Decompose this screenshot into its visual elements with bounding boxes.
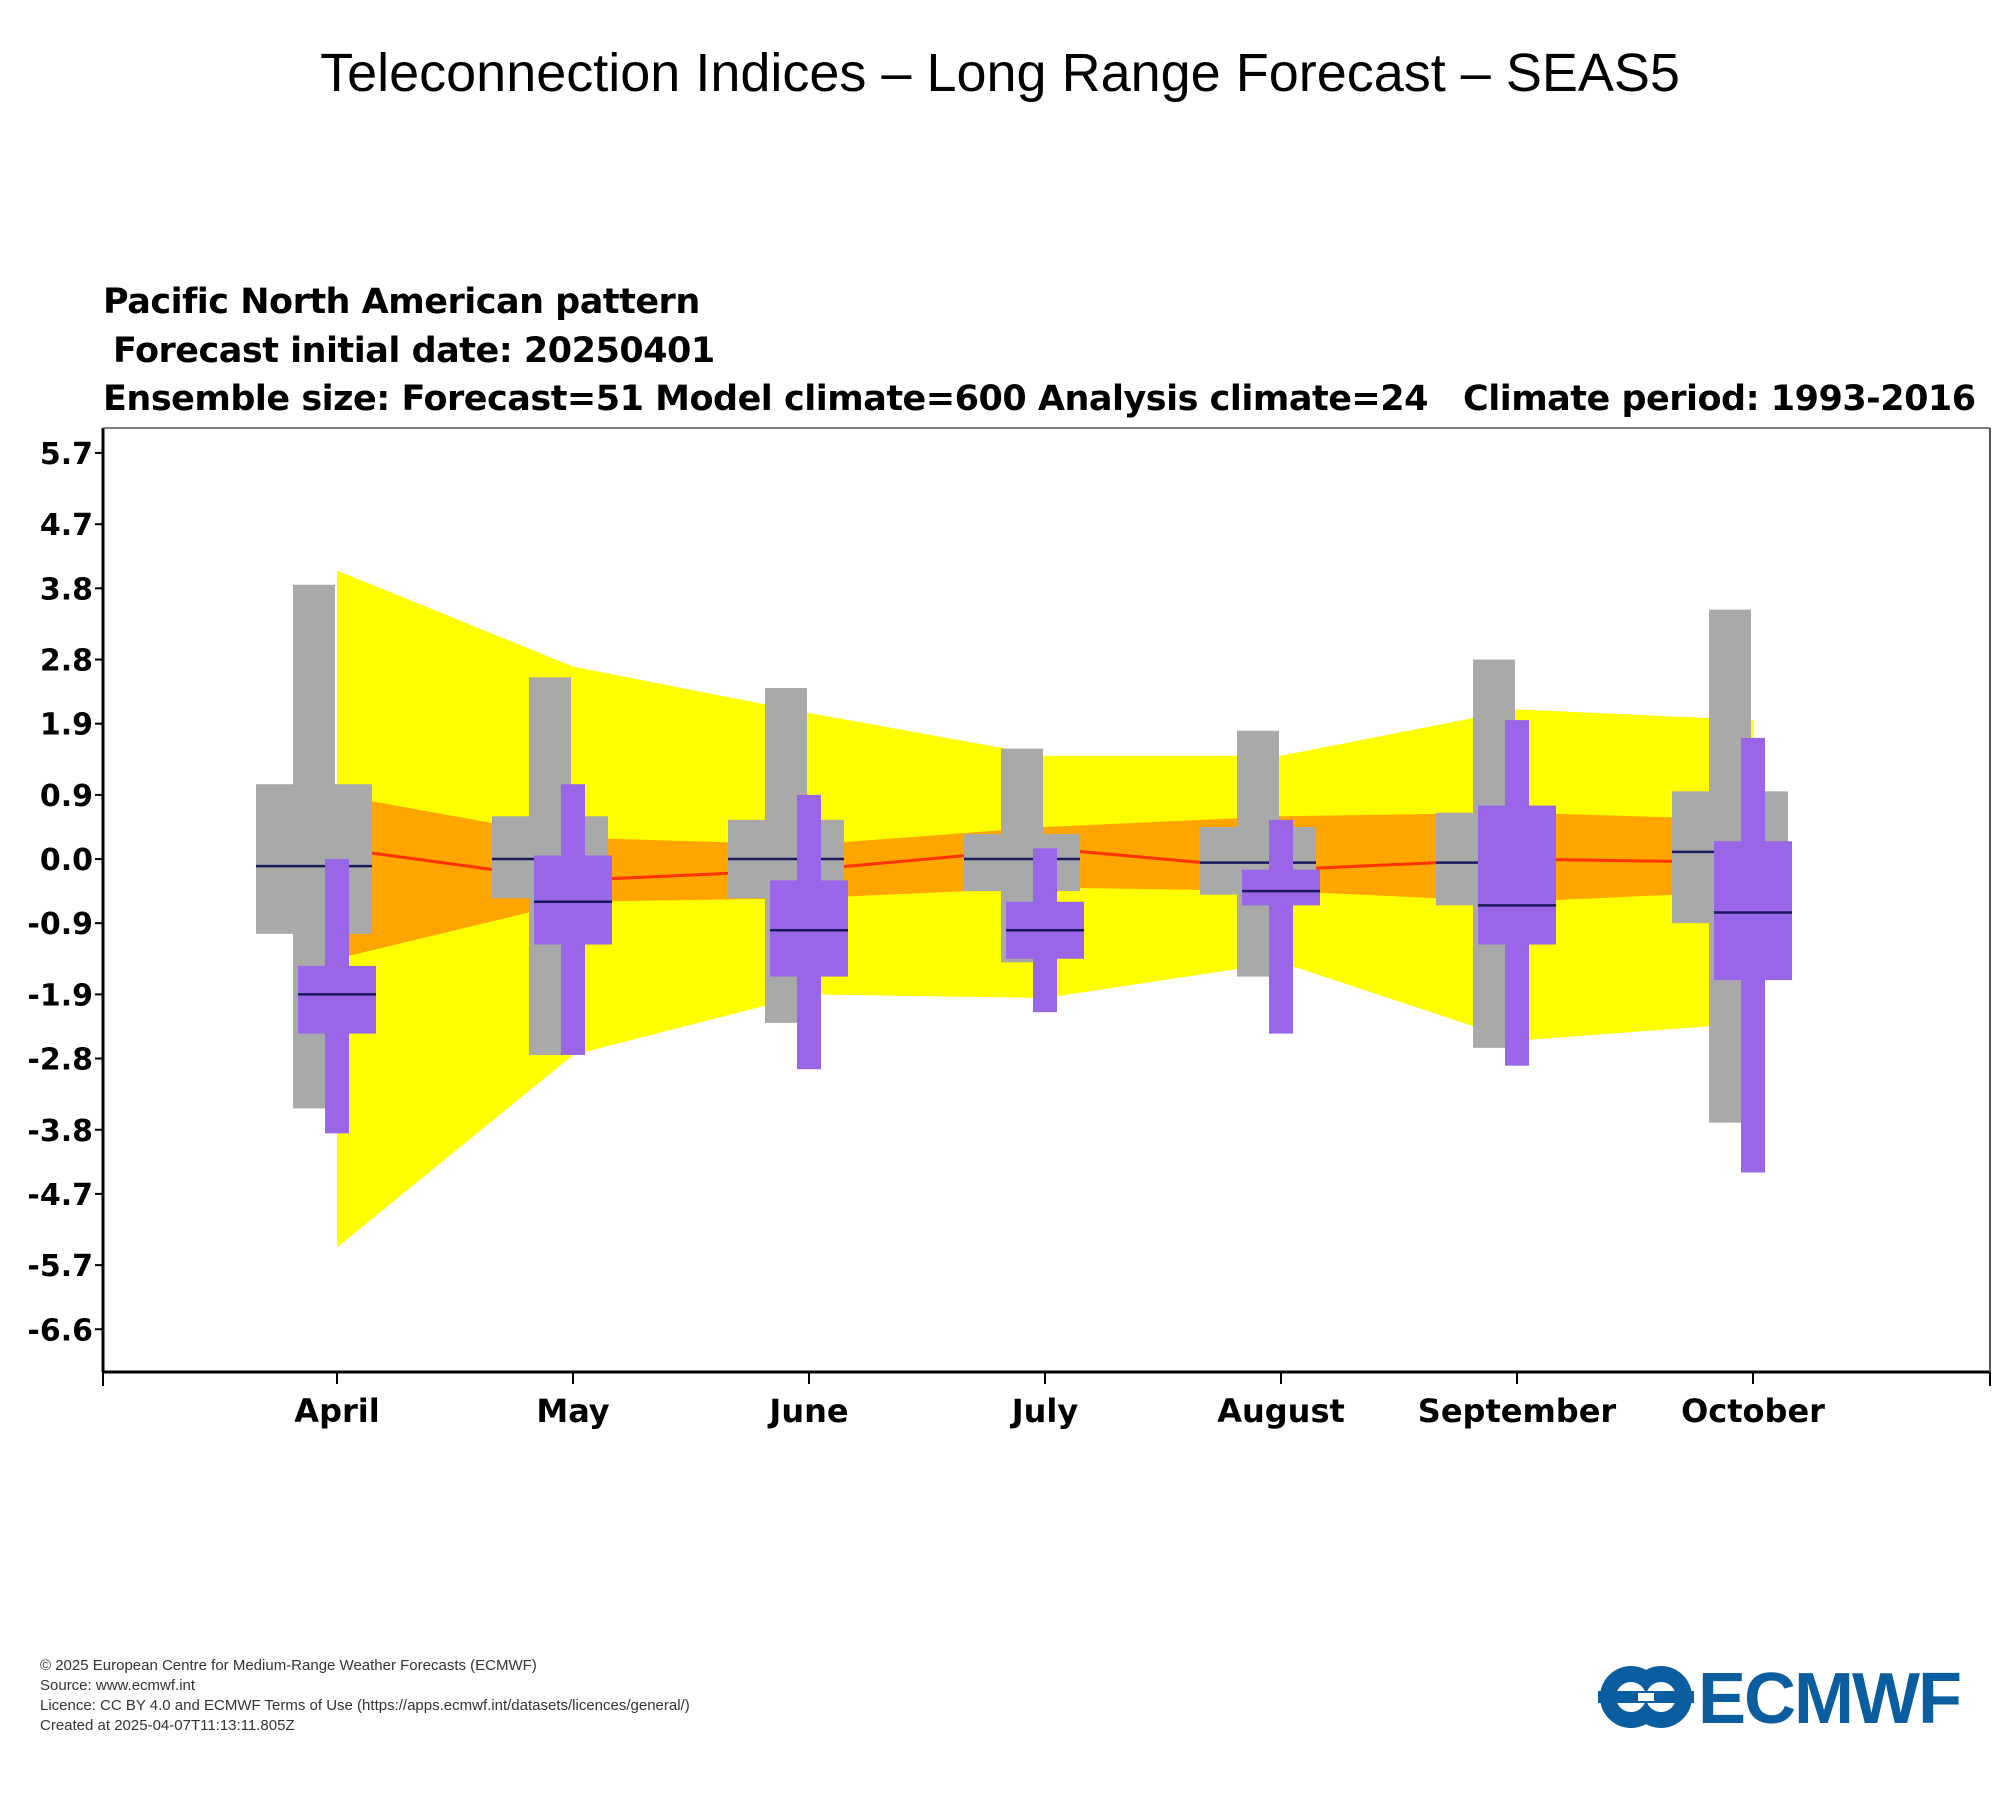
ensemble-info: Ensemble size: Forecast=51 Model climate… bbox=[103, 379, 1976, 419]
y-tick-label: -3.8 bbox=[27, 1114, 93, 1149]
page-title: Teleconnection Indices – Long Range Fore… bbox=[320, 43, 1680, 103]
chart-title: Pacific North American pattern bbox=[103, 282, 700, 322]
model-climate-box bbox=[964, 834, 1080, 892]
forecast-whisker bbox=[1269, 819, 1293, 1034]
y-tick-label: -4.7 bbox=[27, 1178, 93, 1213]
y-tick-label: -5.7 bbox=[27, 1249, 93, 1284]
created-text: Created at 2025-04-07T11:13:11.805Z bbox=[40, 1717, 295, 1734]
y-tick-label: 4.7 bbox=[40, 508, 93, 543]
forecast-box bbox=[1478, 805, 1556, 945]
teleconnection-chart: 5.7 4.7 3.8 2.8 1.9 0.9 0.0 -0.9 -1.9 -2.8 -3.8 -4.… bbox=[27, 427, 1991, 1430]
licence-text: Licence: CC BY 4.0 and ECMWF Terms of Us… bbox=[40, 1697, 690, 1714]
y-tick-label: 5.7 bbox=[40, 437, 93, 472]
x-tick-label: September bbox=[1418, 1392, 1617, 1430]
ecmwf-logo-icon bbox=[1598, 1666, 1694, 1728]
y-tick-label: 2.8 bbox=[40, 644, 93, 679]
forecast-box bbox=[1714, 841, 1792, 981]
y-tick-label: 1.9 bbox=[40, 708, 93, 743]
forecast-box bbox=[770, 880, 848, 977]
x-tick-label: April bbox=[294, 1392, 379, 1430]
ecmwf-logo: ECMWF bbox=[1598, 1659, 1972, 1739]
x-tick-label: August bbox=[1217, 1392, 1345, 1430]
model-climate-box bbox=[256, 784, 372, 934]
y-tick-label: -1.9 bbox=[27, 978, 93, 1013]
forecast-initial-date: Forecast initial date: 20250401 bbox=[113, 331, 715, 371]
copyright-text: © 2025 European Centre for Medium-Range … bbox=[40, 1657, 537, 1674]
forecast-box bbox=[534, 855, 612, 945]
y-tick-label: 3.8 bbox=[40, 572, 93, 607]
y-tick-label: -2.8 bbox=[27, 1043, 93, 1078]
x-tick-label: May bbox=[536, 1392, 609, 1430]
source-text: Source: www.ecmwf.int bbox=[40, 1677, 196, 1694]
y-tick-label: 0.9 bbox=[40, 779, 93, 814]
x-tick-label: October bbox=[1681, 1392, 1825, 1430]
footer: © 2025 European Centre for Medium-Range … bbox=[40, 1656, 690, 1736]
y-tick-label: -0.9 bbox=[27, 907, 93, 942]
y-tick-label: -6.6 bbox=[27, 1313, 93, 1348]
ecmwf-logo-text: ECMWF bbox=[1698, 1659, 1962, 1739]
y-tick-label: 0.0 bbox=[40, 843, 93, 878]
forecast-box bbox=[298, 965, 376, 1034]
x-tick-label: July bbox=[1010, 1392, 1079, 1430]
x-tick-label: June bbox=[767, 1392, 848, 1430]
forecast-box bbox=[1242, 869, 1320, 906]
